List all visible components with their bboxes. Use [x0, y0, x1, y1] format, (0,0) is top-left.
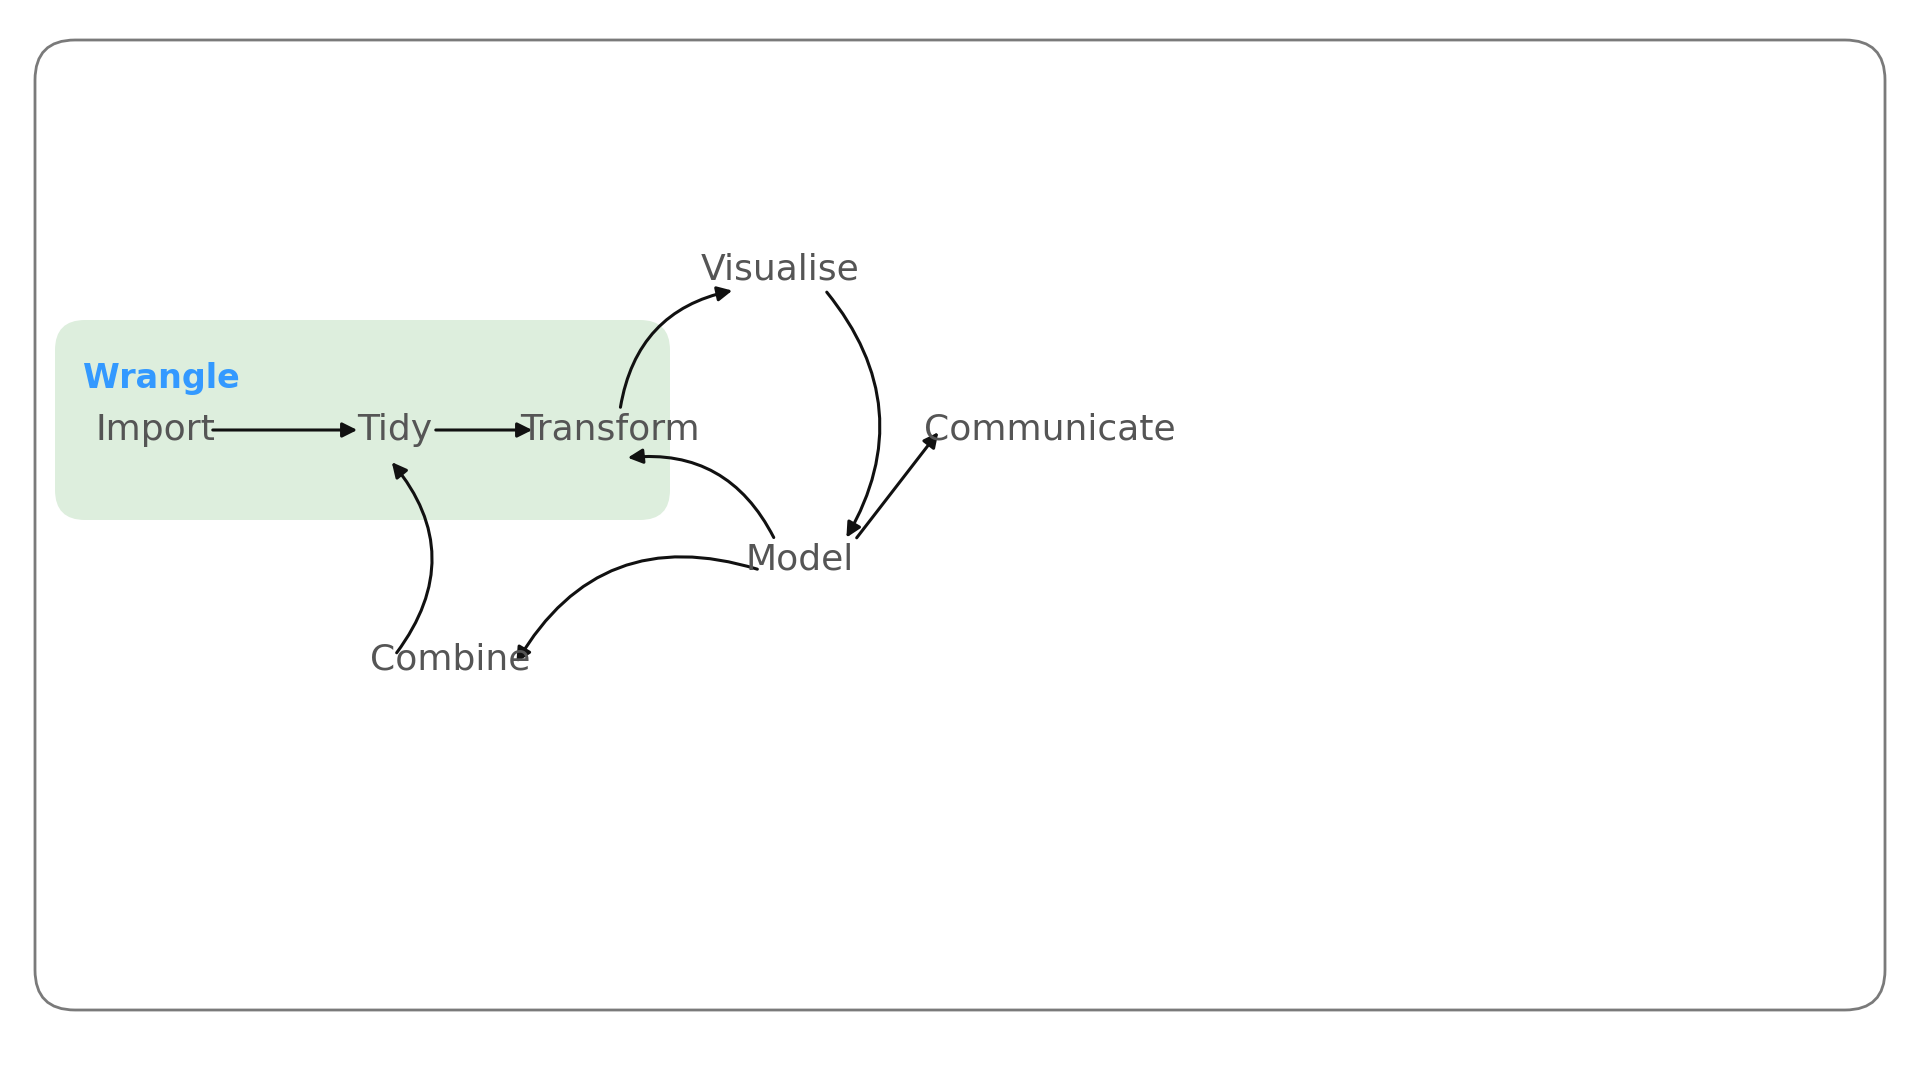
Text: Model: Model [745, 543, 854, 577]
Text: Communicate: Communicate [924, 413, 1175, 447]
FancyBboxPatch shape [56, 320, 670, 519]
Text: Transform: Transform [520, 413, 699, 447]
FancyBboxPatch shape [35, 40, 1885, 1010]
Text: Wrangle: Wrangle [83, 362, 240, 395]
Text: Combine: Combine [371, 643, 530, 677]
Text: Import: Import [96, 413, 215, 447]
Text: Tidy: Tidy [357, 413, 432, 447]
Text: Visualise: Visualise [701, 253, 860, 287]
